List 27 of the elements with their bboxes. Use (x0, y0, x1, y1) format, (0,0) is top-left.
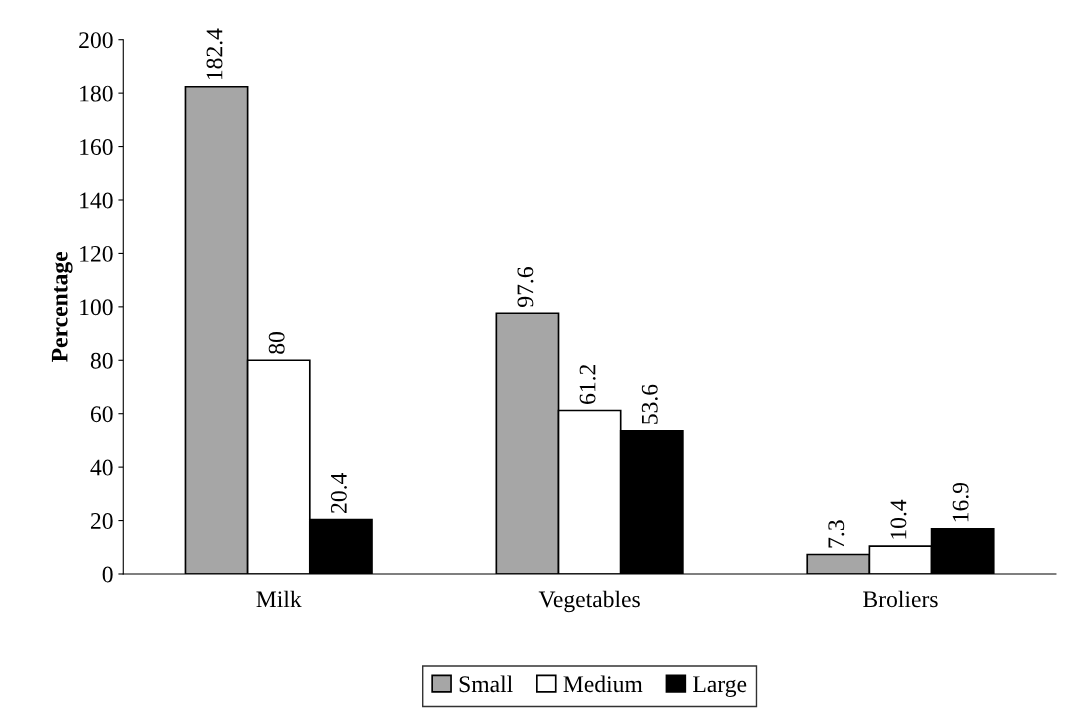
x-tick-label: Milk (256, 590, 302, 608)
y-tick-label: 120 (80, 245, 113, 262)
legend-label: Small (459, 675, 513, 693)
y-tick-label: 160 (80, 139, 113, 155)
y-tick-label: 0 (102, 566, 113, 583)
y-tick-label: 140 (80, 192, 113, 209)
y-tick-label: 20 (90, 513, 113, 529)
legend-label: Medium (563, 675, 643, 693)
y-axis-title: Percentage (51, 251, 73, 362)
x-tick-label: Broliers (863, 590, 938, 608)
y-tick-label: 100 (80, 299, 113, 316)
y-tick-label: 60 (90, 406, 113, 423)
data-label: 53.6 (641, 384, 658, 424)
x-tick-label: Vegetables (538, 590, 640, 613)
y-tick-label: 200 (79, 32, 113, 49)
data-label: 182.4 (206, 28, 223, 80)
data-label: 16.9 (952, 482, 969, 522)
y-tick-label: 180 (80, 85, 113, 102)
data-label: 61.2 (579, 364, 596, 404)
data-label: 20.4 (330, 472, 347, 513)
data-label: 7.3 (828, 520, 845, 548)
legend-label: Large (693, 676, 747, 697)
data-label: 97.6 (517, 267, 534, 307)
data-label: 10.4 (890, 499, 907, 539)
data-label: 80 (268, 332, 285, 354)
y-tick-label: 80 (90, 352, 113, 369)
y-tick-label: 40 (90, 459, 113, 476)
